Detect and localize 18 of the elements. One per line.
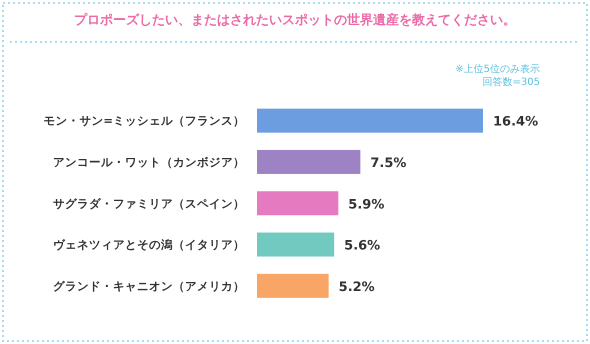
y-tick-label: モン・サン=ミッシェル（フランス） [43,114,245,128]
data-label: 5.9% [348,197,384,212]
y-tick-label: ヴェネツィアとその潟（イタリア） [53,238,245,252]
bar [257,150,360,174]
text: ※上位5位のみ表示 [455,63,540,75]
bar [257,191,338,216]
bar [257,274,329,298]
data-label: 5.6% [344,238,380,254]
y-tick-label: アンコール・ワット（カンボジア） [53,154,245,169]
bar [257,232,334,257]
data-label: 7.5% [370,156,406,171]
y-tick-label: サグラダ・ファミリア（スペイン） [53,196,245,210]
y-tick-label: グランド・キャニオン（アメリカ） [53,278,245,293]
data-label: 5.2% [338,280,375,295]
chart-title: プロポーズしたい、またはされたいスポットの世界遺産を教えてください。 [74,12,516,28]
text: 回答数=305 [482,76,540,88]
bar [257,108,483,133]
data-label: 16.4% [493,114,538,130]
